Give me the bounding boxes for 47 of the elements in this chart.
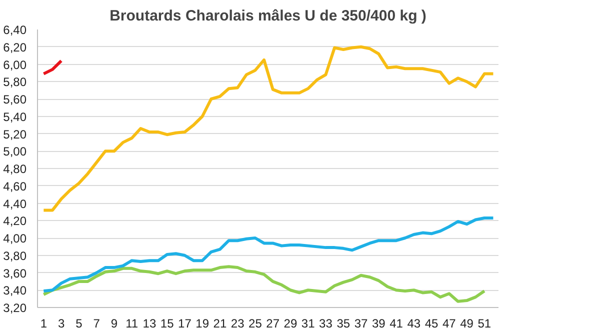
x-tick-label: 13 [142,316,156,330]
y-tick-label: 6,40 [3,23,27,37]
x-tick-label: 23 [230,316,245,330]
x-tick-label: 19 [196,316,210,330]
y-tick-label: 3,40 [3,284,27,298]
x-tick-label: 31 [301,316,316,330]
x-tick-label: 1 [40,316,48,330]
x-tick-label: 5 [76,316,83,330]
y-tick-label: 5,80 [3,75,27,90]
x-tick-label: 43 [407,316,421,330]
x-tick-label: 11 [126,316,138,330]
x-tick-label: 37 [354,316,368,330]
x-tick-label: 39 [372,316,386,330]
x-tick-label: 17 [178,316,192,330]
y-tick-label: 4,00 [3,232,27,246]
y-tick-label: 5,40 [3,110,27,124]
x-tick-label: 51 [478,316,492,330]
y-tick-label: 3,80 [3,248,27,263]
y-tick-label: 3,60 [3,266,27,280]
x-tick-label: 45 [424,316,439,330]
y-tick-label: 6,00 [3,58,27,72]
x-tick-label: 35 [336,316,350,330]
x-tick-label: 21 [213,316,227,330]
x-tick-label: 7 [93,316,100,330]
line-series [42,216,495,292]
line-series [42,45,495,212]
y-tick-label: 5,20 [3,127,27,142]
x-tick-label: 47 [442,316,456,330]
chart-title: Broutards Charolais mâles U de 350/400 kg ) [110,8,426,24]
y-tick-label: 5,60 [3,92,27,106]
x-tick-label: 41 [390,316,404,330]
y-tick-label: 4,40 [3,196,27,211]
y-tick-label: 4,80 [3,162,27,176]
x-tick-label: 33 [319,316,333,330]
x-tick-label: 27 [266,316,280,330]
x-tick-label: 15 [160,316,174,330]
y-tick-label: 4,60 [3,179,27,194]
x-tick-label: 3 [58,316,65,330]
line-series [42,265,486,303]
x-tick-label: 29 [284,316,298,330]
y-tick-label: 3,20 [3,301,27,315]
x-tick-label: 9 [110,316,118,330]
x-tick-label: 49 [460,316,474,330]
y-tick-label: 4,20 [3,214,27,228]
y-tick-label: 5,00 [3,144,27,159]
y-tick-label: 6,20 [3,40,27,54]
x-tick-label: 25 [248,316,262,330]
